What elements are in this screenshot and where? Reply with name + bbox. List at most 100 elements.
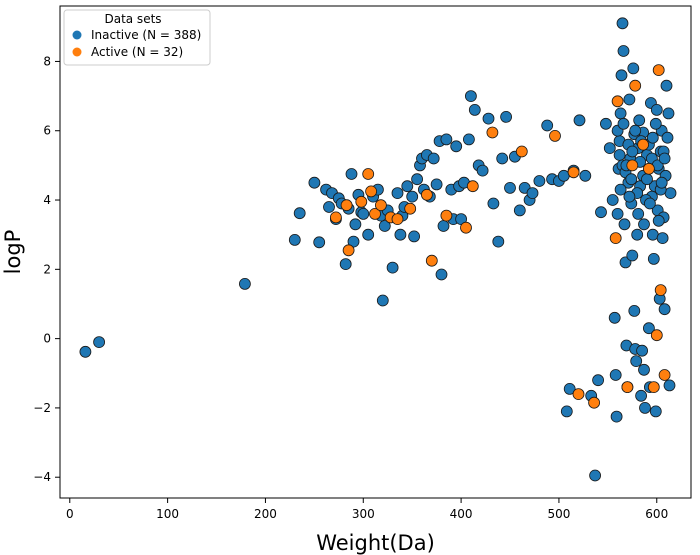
data-point xyxy=(664,187,677,200)
legend-marker xyxy=(72,30,82,40)
data-point xyxy=(644,197,656,210)
data-point xyxy=(623,190,636,203)
y-tick-label: −4 xyxy=(33,470,51,484)
data-point xyxy=(500,111,513,123)
data-point xyxy=(376,294,389,307)
data-point xyxy=(549,129,561,142)
data-point xyxy=(643,322,655,335)
data-point xyxy=(462,133,475,146)
data-point xyxy=(526,187,539,200)
data-point xyxy=(625,173,638,186)
x-axis-label: Weight(Da) xyxy=(316,531,435,555)
data-point xyxy=(541,119,554,132)
data-point xyxy=(349,218,362,231)
axes: 0 100 200 300 400 500 600 −4 −2 0 2 4 6 8 xyxy=(33,5,692,521)
y-tick-label: −2 xyxy=(33,401,51,415)
series-active xyxy=(329,64,671,409)
data-point xyxy=(610,410,623,423)
data-point xyxy=(650,329,663,342)
data-point xyxy=(647,252,660,265)
data-point xyxy=(588,396,600,409)
data-point xyxy=(533,175,546,187)
data-point xyxy=(394,228,407,241)
data-point xyxy=(313,236,326,249)
x-tick-label: 300 xyxy=(352,507,375,521)
legend: Data sets Inactive (N = 388) Active (N = 3… xyxy=(63,9,211,66)
data-point xyxy=(617,45,630,57)
data-point xyxy=(630,355,643,368)
data-point xyxy=(649,405,662,418)
data-point xyxy=(323,201,335,213)
data-point xyxy=(560,405,573,418)
data-point xyxy=(369,207,381,220)
x-tick-label: 500 xyxy=(547,507,570,521)
data-point xyxy=(476,164,489,177)
data-point xyxy=(655,176,668,189)
data-point xyxy=(652,214,665,227)
legend-entry: Active (N = 32) xyxy=(91,45,183,59)
data-point xyxy=(627,62,640,75)
data-point xyxy=(557,169,570,182)
legend-title: Data sets xyxy=(104,12,161,26)
data-point xyxy=(408,230,421,243)
data-point xyxy=(293,207,306,220)
data-point xyxy=(425,254,438,267)
data-point xyxy=(636,344,648,357)
data-point xyxy=(238,277,251,290)
data-point xyxy=(646,131,659,144)
data-point xyxy=(615,69,628,82)
data-point xyxy=(406,190,419,203)
data-point xyxy=(618,218,631,231)
data-point xyxy=(339,258,352,271)
data-point xyxy=(440,209,453,222)
data-point xyxy=(638,363,650,376)
data-point xyxy=(628,304,641,317)
data-point xyxy=(391,187,404,200)
y-axis-label: logP xyxy=(1,230,25,275)
y-tick-label: 6 xyxy=(43,124,51,138)
data-point xyxy=(600,117,612,130)
data-point xyxy=(656,232,669,245)
data-point xyxy=(658,303,671,316)
data-point xyxy=(626,159,639,172)
data-point xyxy=(611,207,624,220)
data-point xyxy=(435,268,448,281)
data-point xyxy=(404,202,417,215)
data-point xyxy=(345,168,358,180)
x-tick-label: 200 xyxy=(254,507,277,521)
data-point xyxy=(563,382,576,395)
data-point xyxy=(391,213,404,226)
data-point xyxy=(629,124,642,137)
data-point xyxy=(638,218,650,231)
data-point xyxy=(661,131,674,144)
data-point xyxy=(482,112,495,125)
data-point xyxy=(573,114,586,127)
data-point xyxy=(468,104,481,116)
legend-marker xyxy=(72,47,82,57)
y-tick-label: 2 xyxy=(43,262,51,276)
legend-entry: Inactive (N = 388) xyxy=(91,28,201,42)
data-point xyxy=(492,235,505,248)
data-point xyxy=(658,369,671,381)
data-point xyxy=(79,345,92,358)
data-point xyxy=(614,183,627,196)
data-point xyxy=(613,149,626,161)
plot-background xyxy=(60,6,691,498)
data-point xyxy=(504,181,516,194)
data-point xyxy=(639,401,651,414)
data-point xyxy=(329,211,342,224)
data-point xyxy=(513,204,526,217)
y-tick-label: 4 xyxy=(43,193,51,207)
data-point xyxy=(629,79,642,92)
data-point xyxy=(611,95,624,108)
data-point xyxy=(609,369,622,381)
data-point xyxy=(93,336,105,349)
data-point xyxy=(635,389,647,402)
data-point xyxy=(652,64,665,76)
x-tick-label: 0 xyxy=(66,507,74,521)
data-point xyxy=(623,93,636,106)
data-point xyxy=(486,126,499,139)
data-point xyxy=(450,140,463,153)
y-tick-label: 0 xyxy=(43,332,51,346)
